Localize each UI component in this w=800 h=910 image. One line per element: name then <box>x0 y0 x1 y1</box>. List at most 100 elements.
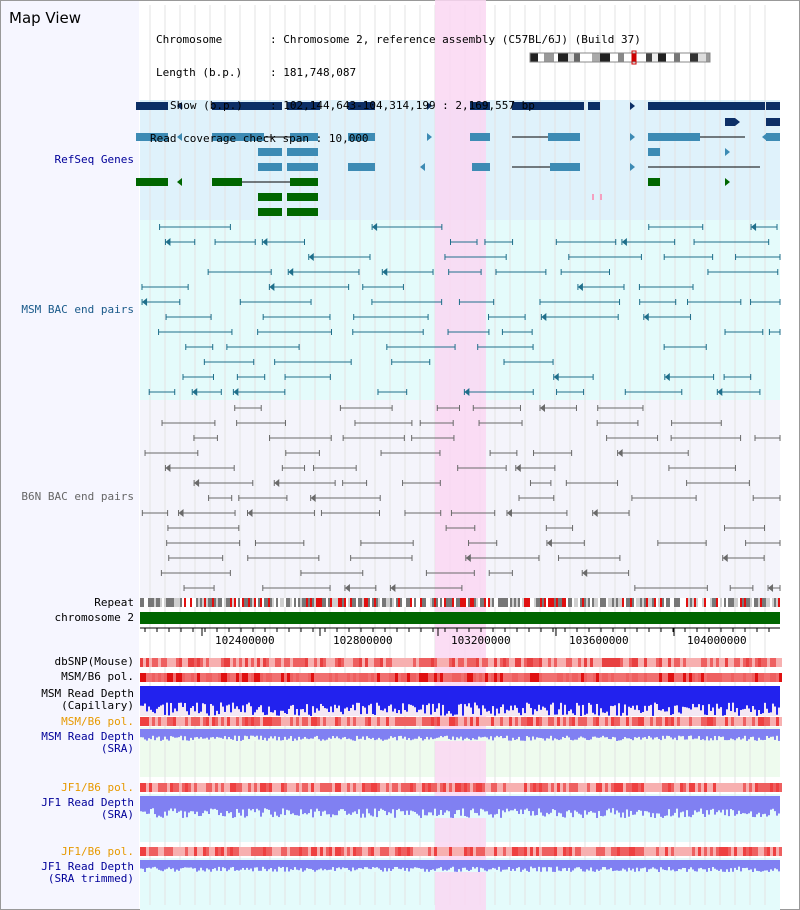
repeat-element <box>176 598 178 607</box>
track-label-msm-depth-sra[interactable]: MSM Read Depth (SRA) <box>41 731 134 755</box>
polymorphism-density-cell <box>755 658 758 667</box>
read-depth-bar <box>544 686 546 708</box>
repeat-element <box>546 598 548 607</box>
read-depth-bar <box>234 860 236 871</box>
read-depth-bar <box>264 796 266 809</box>
repeat-element <box>680 598 682 607</box>
read-depth-bar <box>408 796 410 815</box>
polymorphism-density-cell <box>227 658 230 667</box>
track-label-jf1-depth-sra[interactable]: JF1 Read Depth (SRA) <box>41 797 134 821</box>
polymorphism-density-cell <box>362 847 365 856</box>
gene-exon <box>212 133 264 141</box>
read-depth-bar <box>714 796 716 815</box>
polymorphism-density-cell <box>647 673 650 682</box>
polymorphism-density-cell <box>524 783 527 792</box>
track-label-msm-depth-capillary[interactable]: MSM Read Depth (Capillary) <box>41 688 134 712</box>
track-label-msm-b6-pol[interactable]: MSM/B6 pol. <box>61 670 134 683</box>
read-depth-bar <box>334 860 336 871</box>
polymorphism-density-cell <box>758 783 761 792</box>
read-depth-bar <box>516 860 518 869</box>
read-depth-bar <box>672 729 674 740</box>
track-label-repeat[interactable]: Repeat <box>94 596 134 609</box>
read-depth-bar <box>514 729 516 740</box>
track-label-msm-bac[interactable]: MSM BAC end pairs <box>21 303 134 316</box>
track-label-jf1-b6-pol-2[interactable]: JF1/B6 pol. <box>61 845 134 858</box>
read-depth-bar <box>232 729 234 740</box>
read-depth-bar <box>290 729 292 737</box>
read-depth-bar <box>500 686 502 707</box>
read-depth-bar <box>306 686 308 705</box>
track-label-jf1-depth-trimmed[interactable]: JF1 Read Depth (SRA trimmed) <box>41 861 134 885</box>
track-label-chromosome[interactable]: chromosome 2 <box>54 611 134 624</box>
read-depth-bar <box>628 860 630 868</box>
track-label-msm-b6-pol-2[interactable]: MSM/B6 pol. <box>61 715 134 728</box>
read-depth-bar <box>246 796 248 817</box>
polymorphism-density-cell <box>737 658 740 667</box>
read-depth-bar <box>578 860 580 868</box>
polymorphism-density-cell <box>320 717 323 726</box>
polymorphism-density-cell <box>341 783 344 792</box>
repeat-element <box>474 598 476 607</box>
polymorphism-density-cell <box>422 673 425 682</box>
polymorphism-density-cell <box>281 717 284 726</box>
read-depth-bar <box>444 860 446 870</box>
read-depth-bar <box>212 860 214 869</box>
read-depth-bar <box>454 729 456 741</box>
polymorphism-density-cell <box>299 847 302 856</box>
read-depth-bar <box>764 686 766 703</box>
repeat-element <box>152 598 154 607</box>
read-depth-bar <box>298 796 300 816</box>
chromosome-ideogram-band <box>674 53 680 62</box>
polymorphism-density-cell <box>173 673 176 682</box>
read-depth-bar <box>694 860 696 872</box>
polymorphism-density-cell <box>704 847 707 856</box>
repeat-element <box>744 598 746 607</box>
read-depth-bar <box>282 860 284 867</box>
polymorphism-density-cell <box>479 717 482 726</box>
polymorphism-density-cell <box>704 658 707 667</box>
read-depth-bar <box>448 729 450 739</box>
polymorphism-density-cell <box>614 783 617 792</box>
read-depth-bar <box>146 860 148 868</box>
polymorphism-density-cell <box>653 658 656 667</box>
polymorphism-density-cell <box>533 658 536 667</box>
polymorphism-density-cell <box>665 658 668 667</box>
read-depth-bar <box>616 729 618 741</box>
repeat-element <box>158 598 160 607</box>
repeat-element <box>774 598 776 607</box>
polymorphism-density-cell <box>776 783 779 792</box>
polymorphism-density-cell <box>425 717 428 726</box>
read-depth-bar <box>354 729 356 741</box>
read-depth-bar <box>632 686 634 706</box>
read-depth-bar <box>262 729 264 740</box>
track-label-jf1-b6-pol[interactable]: JF1/B6 pol. <box>61 781 134 794</box>
read-depth-bar <box>244 860 246 870</box>
read-depth-bar <box>486 860 488 872</box>
repeat-element <box>580 598 582 607</box>
polymorphism-density-cell <box>188 847 191 856</box>
polymorphism-density-cell <box>458 658 461 667</box>
repeat-element <box>228 598 230 607</box>
bac-end-arrow <box>464 388 470 396</box>
track-label-dbsnp[interactable]: dbSNP(Mouse) <box>54 655 134 668</box>
read-depth-bar <box>518 686 520 713</box>
polymorphism-density-cell <box>263 658 266 667</box>
track-label-b6n-bac[interactable]: B6N BAC end pairs <box>21 490 134 503</box>
polymorphism-density-cell <box>176 783 179 792</box>
read-depth-bar <box>656 729 658 738</box>
read-depth-bar <box>246 860 248 868</box>
polymorphism-density-cell <box>368 783 371 792</box>
read-depth-bar <box>278 860 280 867</box>
chromosome-ideogram-band <box>574 53 580 62</box>
read-depth-bar <box>562 686 564 715</box>
polymorphism-density-cell <box>728 717 731 726</box>
read-depth-bar <box>380 686 382 711</box>
track-label-refseq[interactable]: RefSeq Genes <box>54 153 134 166</box>
repeat-element <box>550 598 552 607</box>
read-depth-bar <box>770 796 772 810</box>
polymorphism-density-cell <box>617 783 620 792</box>
repeat-element <box>210 598 212 607</box>
read-depth-bar <box>554 686 556 715</box>
read-depth-bar <box>578 686 580 706</box>
